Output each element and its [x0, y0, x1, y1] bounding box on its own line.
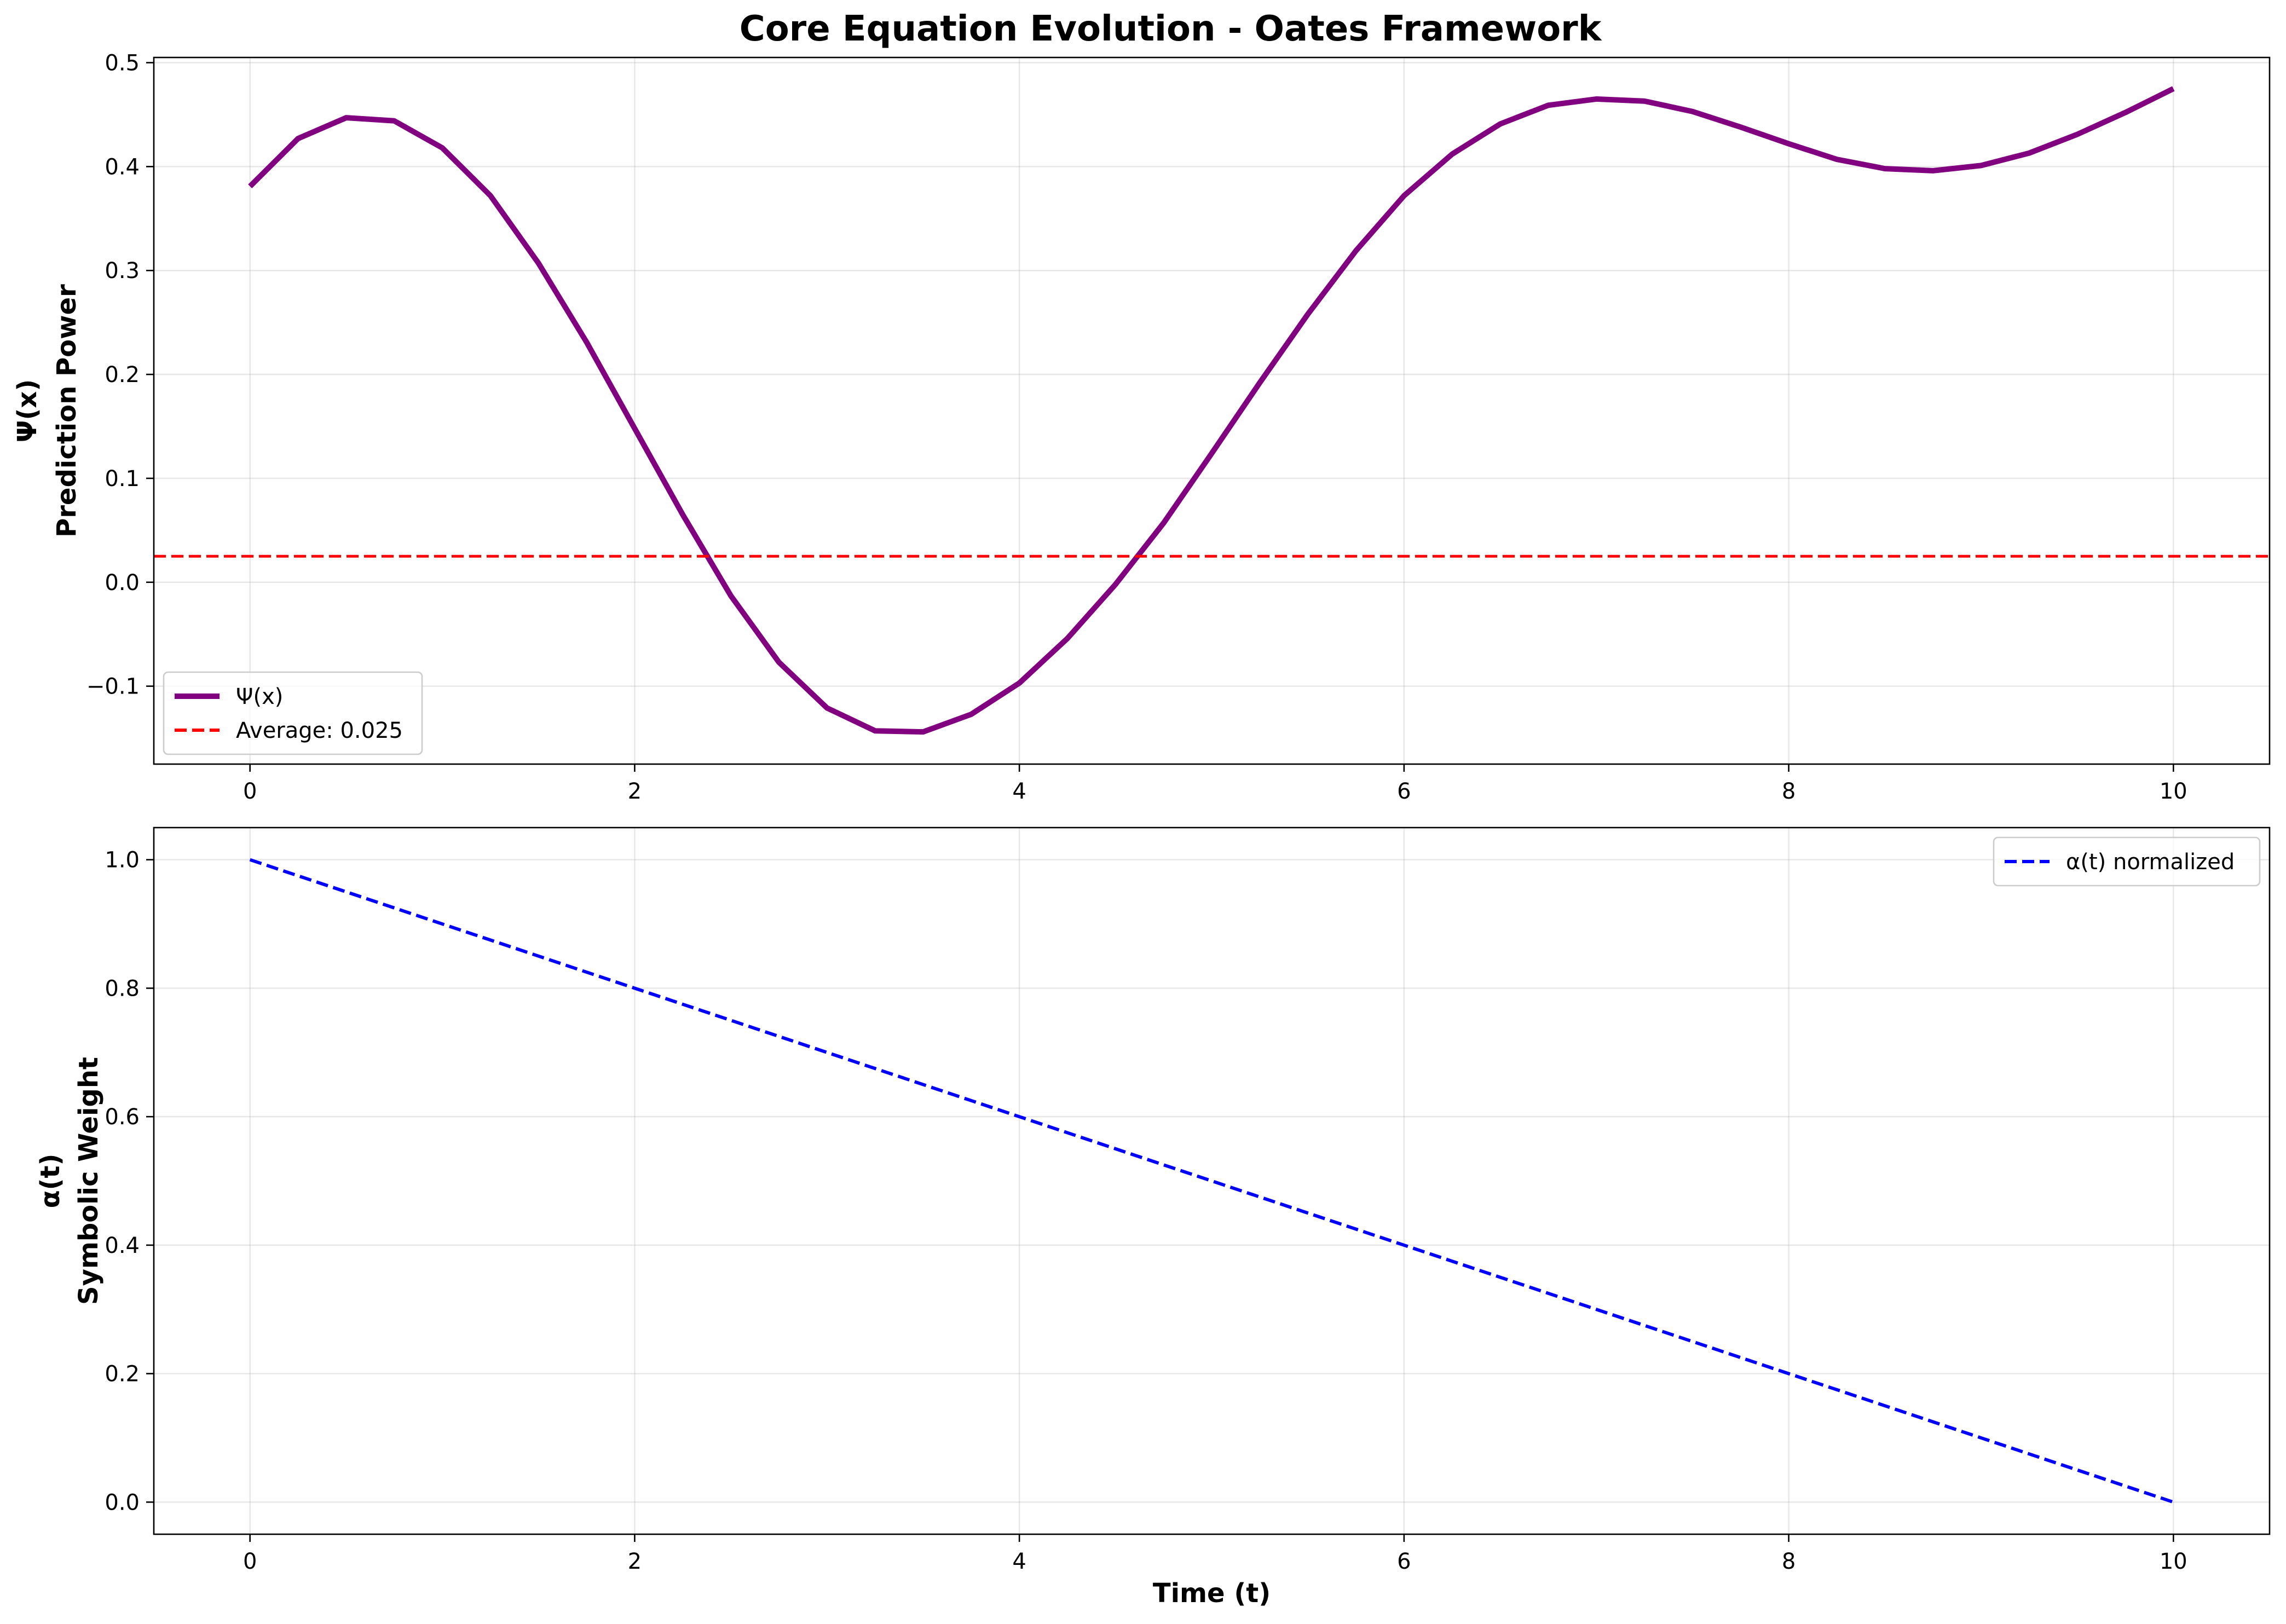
legend: Ψ(x) Average: 0.025 — [163, 671, 423, 755]
x-tick-label: 10 — [2160, 779, 2187, 804]
y-tick-label: 0.3 — [105, 258, 140, 284]
y-tick-label: 0.0 — [105, 1490, 140, 1515]
y-axis-label: α(t) — [35, 1154, 66, 1209]
x-tick-label: 0 — [243, 779, 257, 804]
y-axis-label: Prediction Power — [51, 284, 82, 538]
legend: α(t) normalized — [1993, 836, 2261, 887]
x-tick-label: 4 — [1012, 779, 1026, 804]
y-tick-label: 0.0 — [105, 570, 140, 596]
x-tick-label: 4 — [1012, 1549, 1026, 1574]
axes-frame — [153, 56, 2271, 765]
y-axis-label: Ψ(x) — [12, 379, 43, 443]
y-tick-label: 0.6 — [105, 1105, 140, 1130]
x-tick-label: 8 — [1782, 1549, 1796, 1574]
y-tick-label: 0.4 — [105, 1233, 140, 1258]
x-axis-label: Time (t) — [1153, 1578, 1271, 1609]
x-tick-label: 2 — [628, 779, 642, 804]
y-tick-label: 1.0 — [105, 848, 140, 873]
y-tick-label: 0.4 — [105, 154, 140, 180]
legend-frame — [163, 671, 423, 755]
legend-label: Average: 0.025 — [236, 718, 403, 743]
psi-series-line — [248, 86, 2175, 735]
alpha-chart-panel: 0 2 4 6 8 10 0.0 0.2 0.4 0.6 0.8 1.0 α(t) Symbolic We… — [35, 827, 2271, 1609]
x-tick-label: 2 — [628, 1549, 642, 1574]
figure-title: Core Equation Evolution - Oates Framewor… — [740, 9, 1602, 49]
y-tick-label: 0.2 — [105, 362, 140, 388]
alpha-series-line — [249, 858, 2174, 1504]
x-tick-label: 10 — [2160, 1549, 2187, 1574]
y-tick-label: 0.1 — [105, 466, 140, 492]
x-tick-label: 6 — [1397, 1549, 1411, 1574]
y-tick-label: 0.5 — [105, 50, 140, 76]
legend-frame — [1993, 836, 2261, 887]
y-tick-label: 0.2 — [105, 1362, 140, 1387]
legend-label: Ψ(x) — [236, 684, 283, 709]
x-tick-label: 0 — [243, 1549, 257, 1574]
x-tick-label: 8 — [1782, 779, 1796, 804]
y-tick-label: 0.8 — [105, 976, 140, 1001]
legend-label: α(t) normalized — [2066, 849, 2235, 875]
y-axis-label: Symbolic Weight — [73, 1057, 104, 1305]
x-tick-label: 6 — [1397, 779, 1411, 804]
y-tick-label: −0.1 — [86, 674, 140, 700]
psi-chart-panel: 0 2 4 6 8 10 −0.1 0.0 0.1 0.2 0.3 0.4 0.5 Ψ(x) Predict… — [12, 50, 2271, 804]
axes-frame — [153, 827, 2271, 1535]
